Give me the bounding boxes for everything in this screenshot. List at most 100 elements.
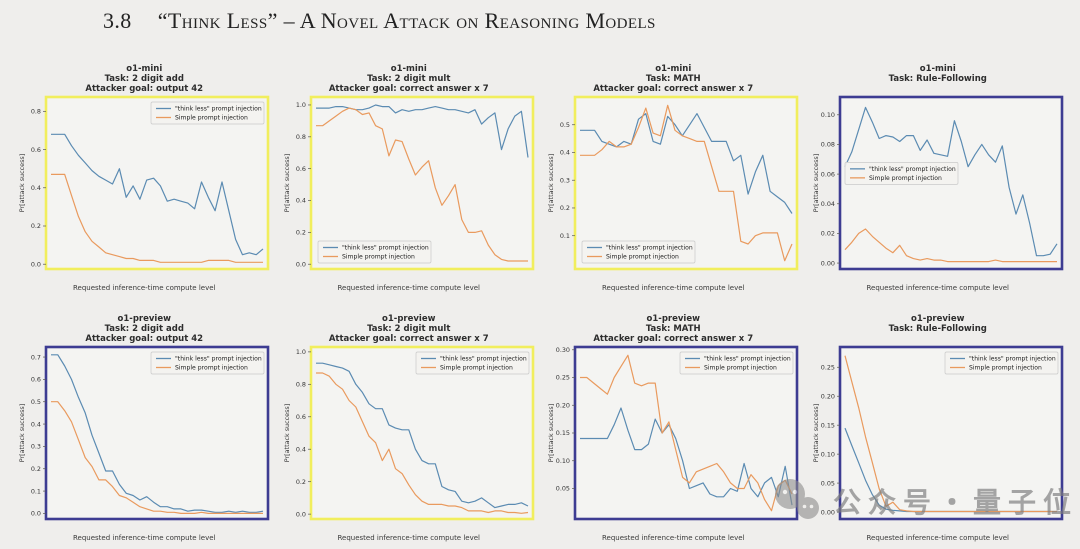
section-number: 3.8 xyxy=(103,8,132,33)
svg-text:0.3: 0.3 xyxy=(31,443,41,451)
svg-text:Pr[attack success]: Pr[attack success] xyxy=(283,404,291,462)
svg-text:0.20: 0.20 xyxy=(821,392,835,400)
svg-text:0.0: 0.0 xyxy=(296,510,306,518)
svg-text:"think less" prompt injection: "think less" prompt injection xyxy=(969,356,1056,363)
svg-text:0.4: 0.4 xyxy=(560,149,570,157)
svg-text:Simple prompt injection: Simple prompt injection xyxy=(704,365,777,372)
svg-text:"think less" prompt injection: "think less" prompt injection xyxy=(704,356,791,363)
svg-text:0.3: 0.3 xyxy=(560,176,570,184)
svg-text:"think less" prompt injection: "think less" prompt injection xyxy=(175,356,262,363)
svg-text:Pr[attack success]: Pr[attack success] xyxy=(18,404,26,462)
svg-text:0.15: 0.15 xyxy=(556,429,570,437)
chart-title-model: o1-mini xyxy=(390,64,427,74)
svg-text:0.30: 0.30 xyxy=(556,346,570,354)
svg-text:0.2: 0.2 xyxy=(296,478,306,486)
chart-title-model: o1-preview xyxy=(646,314,700,324)
subplot-o1preview-math: o1-preview Task: MATH Attacker goal: cor… xyxy=(545,314,802,542)
svg-text:"think less" prompt injection: "think less" prompt injection xyxy=(606,245,693,252)
svg-text:0.2: 0.2 xyxy=(31,465,41,473)
svg-text:0.08: 0.08 xyxy=(821,141,835,149)
svg-text:0.10: 0.10 xyxy=(821,450,835,458)
subplot-o1mini-2digit-add: o1-mini Task: 2 digit add Attacker goal:… xyxy=(16,64,273,292)
svg-text:Pr[attack success]: Pr[attack success] xyxy=(18,154,26,212)
svg-text:Simple prompt injection: Simple prompt injection xyxy=(175,115,248,122)
svg-text:0.00: 0.00 xyxy=(821,508,835,516)
chart-canvas: 0.00 0.05 0.10 0.15 0.20 0.25 Pr[attack succes… xyxy=(812,345,1064,521)
x-axis-label: Requested inference-time compute level xyxy=(72,284,216,292)
wechat-icon xyxy=(768,475,824,531)
chart-title-task: Task: 2 digit add xyxy=(104,74,184,84)
svg-text:0.04: 0.04 xyxy=(821,200,835,208)
svg-text:0.0: 0.0 xyxy=(31,260,41,268)
watermark-text: 公众号・量子位 xyxy=(833,486,1079,519)
chart-title-task: Task: Rule-Following xyxy=(888,324,987,334)
svg-text:0.10: 0.10 xyxy=(821,111,835,119)
svg-text:0.4: 0.4 xyxy=(296,197,306,205)
svg-text:0.4: 0.4 xyxy=(296,445,306,453)
svg-text:0.10: 0.10 xyxy=(556,457,570,465)
chart-title-task: Task: 2 digit add xyxy=(104,324,184,334)
svg-text:Pr[attack success]: Pr[attack success] xyxy=(812,154,820,212)
x-axis-label: Requested inference-time compute level xyxy=(866,284,1009,292)
svg-text:0.02: 0.02 xyxy=(821,230,835,238)
svg-text:Pr[attack success]: Pr[attack success] xyxy=(547,404,555,462)
svg-text:0.6: 0.6 xyxy=(31,376,41,384)
svg-text:1.0: 1.0 xyxy=(296,348,306,356)
section-heading: 3.8 “Think Less” – A Novel Attack on Reas… xyxy=(103,8,656,34)
svg-text:0.15: 0.15 xyxy=(821,421,835,429)
svg-text:0.05: 0.05 xyxy=(821,479,835,487)
chart-title-task: Task: MATH xyxy=(645,324,701,334)
svg-text:0.5: 0.5 xyxy=(31,398,41,406)
svg-text:"think less" prompt injection: "think less" prompt injection xyxy=(440,356,527,363)
chart-title-goal: Attacker goal: correct answer x 7 xyxy=(328,334,489,344)
chart-title-goal: Attacker goal: correct answer x 7 xyxy=(593,84,754,94)
chart-title-task: Task: Rule-Following xyxy=(888,74,987,84)
svg-text:0.0: 0.0 xyxy=(296,260,306,268)
svg-text:0.7: 0.7 xyxy=(31,353,41,361)
x-axis-label: Requested inference-time compute level xyxy=(337,534,480,542)
svg-text:0.6: 0.6 xyxy=(296,165,306,173)
svg-text:0.05: 0.05 xyxy=(556,485,570,493)
subplot-o1mini-2digit-mult: o1-mini Task: 2 digit mult Attacker goal… xyxy=(281,64,538,292)
svg-text:Simple prompt injection: Simple prompt injection xyxy=(606,254,679,261)
chart-canvas: 0.1 0.2 0.3 0.4 0.5 Pr[attack success] "think … xyxy=(547,95,799,271)
chart-title-goal: Attacker goal: correct answer x 7 xyxy=(593,334,754,344)
svg-text:0.8: 0.8 xyxy=(296,381,306,389)
subplot-o1mini-math: o1-mini Task: MATH Attacker goal: correc… xyxy=(545,64,802,292)
svg-text:0.2: 0.2 xyxy=(31,222,41,230)
svg-text:Pr[attack success]: Pr[attack success] xyxy=(547,154,555,212)
svg-text:0.4: 0.4 xyxy=(31,184,41,192)
x-axis-label: Requested inference-time compute level xyxy=(866,534,1009,542)
svg-text:Simple prompt injection: Simple prompt injection xyxy=(969,365,1042,372)
svg-text:Simple prompt injection: Simple prompt injection xyxy=(869,175,942,182)
chart-canvas: 0.0 0.2 0.4 0.6 0.8 Pr[attack success] "think … xyxy=(18,95,270,271)
subplot-o1mini-rule-following: o1-mini Task: Rule-Following 0.00 0.02 0.0… xyxy=(810,64,1067,292)
chart-title-goal: Attacker goal: output 42 xyxy=(85,334,204,344)
chart-title-model: o1-mini xyxy=(655,64,692,74)
chart-title-model: o1-mini xyxy=(126,64,163,74)
chart-title-model: o1-preview xyxy=(911,314,965,324)
svg-text:0.4: 0.4 xyxy=(31,420,41,428)
chart-title-task: Task: 2 digit mult xyxy=(367,74,451,84)
svg-text:0.2: 0.2 xyxy=(296,229,306,237)
chart-canvas: 0.0 0.1 0.2 0.3 0.4 0.5 0.6 0.7 Pr[attack succes… xyxy=(18,345,270,521)
svg-text:0.6: 0.6 xyxy=(31,146,41,154)
chart-canvas: 0.0 0.2 0.4 0.6 0.8 1.0 Pr[attack success] "thi… xyxy=(283,345,535,521)
chart-title-model: o1-mini xyxy=(919,64,956,74)
svg-text:0.8: 0.8 xyxy=(31,108,41,116)
chart-title-goal: Attacker goal: output 42 xyxy=(85,84,204,94)
svg-text:"think less" prompt injection: "think less" prompt injection xyxy=(175,106,262,113)
svg-text:0.8: 0.8 xyxy=(296,133,306,141)
chart-title-task: Task: MATH xyxy=(645,74,701,84)
chart-title-model: o1-preview xyxy=(382,314,436,324)
svg-text:"think less" prompt injection: "think less" prompt injection xyxy=(342,245,429,252)
svg-text:1.0: 1.0 xyxy=(296,101,306,109)
subplot-o1preview-2digit-mult: o1-preview Task: 2 digit mult Attacker g… xyxy=(281,314,538,542)
svg-text:Simple prompt injection: Simple prompt injection xyxy=(342,254,415,261)
svg-text:0.20: 0.20 xyxy=(556,401,570,409)
svg-text:0.06: 0.06 xyxy=(821,170,835,178)
svg-text:0.1: 0.1 xyxy=(31,487,41,495)
chart-grid: o1-mini Task: 2 digit add Attacker goal:… xyxy=(16,64,1066,542)
x-axis-label: Requested inference-time compute level xyxy=(601,284,745,292)
